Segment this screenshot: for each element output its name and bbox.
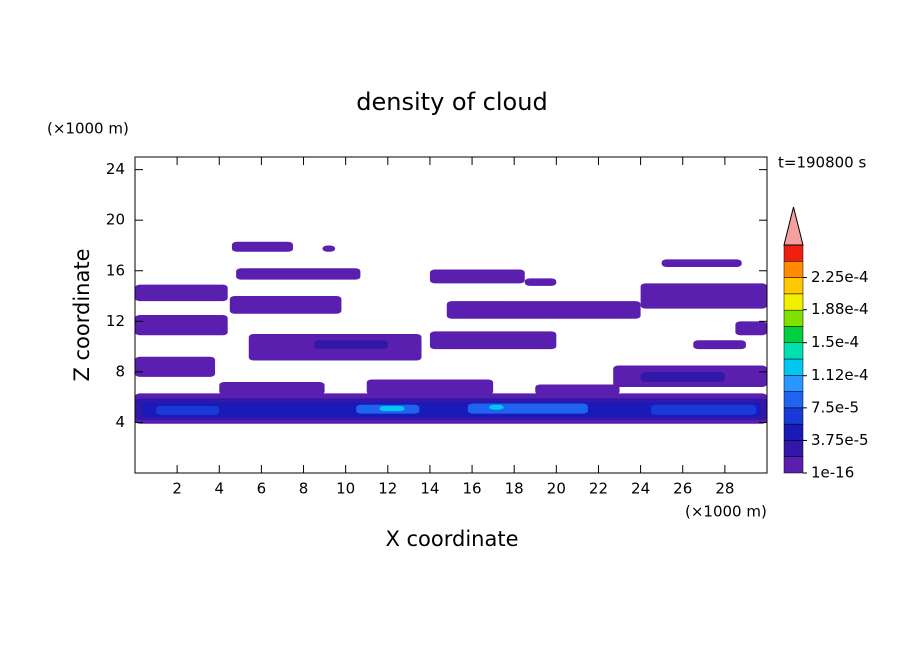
x-tick-label: 14: [420, 480, 439, 498]
chart-title: density of cloud: [356, 88, 547, 116]
x-tick-label: 22: [589, 480, 608, 498]
contour-region: [488, 404, 504, 410]
contour-region: [429, 269, 525, 284]
colorbar-band: [783, 277, 804, 295]
contour-region: [467, 403, 588, 414]
contour-region: [379, 406, 405, 412]
colorbar-over: [783, 206, 804, 246]
x-tick-label: 4: [214, 480, 224, 498]
contour-region: [640, 283, 767, 309]
contour-region: [135, 315, 228, 336]
y-tick-label: 24: [106, 160, 125, 178]
y-tick-label: 12: [106, 312, 125, 330]
colorbar-band: [783, 407, 804, 425]
colorbar-band: [783, 423, 804, 441]
contour-region: [322, 245, 336, 252]
contour-region: [661, 259, 742, 267]
x-tick-label: 20: [547, 480, 566, 498]
annotation: t=190800 s: [778, 154, 866, 172]
colorbar-band: [783, 244, 804, 262]
contour-region: [693, 340, 746, 350]
x-tick-label: 2: [172, 480, 182, 498]
colorbar-tick-label: 3.75e-5: [811, 431, 869, 449]
colorbar-band: [783, 342, 804, 360]
contour-region: [524, 278, 557, 286]
plot-frame: [134, 156, 768, 474]
colorbar-band: [783, 375, 804, 392]
contour-region: [141, 402, 761, 418]
contour-region: [366, 379, 494, 395]
contour-region: [135, 284, 228, 302]
colorbar-band: [783, 261, 804, 278]
x-unit: (×1000 m): [685, 503, 767, 521]
colorbar-band: [783, 326, 804, 343]
colorbar-tick-label: 1.88e-4: [811, 300, 869, 318]
x-tick-label: 18: [505, 480, 524, 498]
x-tick-label: 26: [673, 480, 692, 498]
colorbar-tick-label: 7.5e-5: [811, 398, 859, 416]
contour-region: [429, 331, 557, 350]
contour-region: [219, 381, 325, 395]
x-tick-label: 12: [378, 480, 397, 498]
contour-region: [156, 406, 220, 415]
x-tick-label: 24: [631, 480, 650, 498]
contour-region: [535, 384, 620, 395]
colorbar-band: [783, 391, 804, 409]
colorbar-band: [783, 309, 804, 327]
y-tick-label: 16: [106, 261, 125, 279]
colorbar-band: [783, 293, 804, 311]
y-axis-label: Z coordinate: [70, 248, 94, 381]
contour-region: [640, 371, 725, 382]
colorbar-band: [783, 440, 804, 457]
colorbar-tick-label: 1.5e-4: [811, 333, 859, 351]
y-unit: (×1000 m): [47, 120, 129, 138]
y-tick-label: 8: [115, 362, 125, 380]
x-axis-label: X coordinate: [385, 527, 518, 551]
colorbar-tick-label: 1e-16: [811, 464, 854, 482]
x-tick-label: 10: [336, 480, 355, 498]
colorbar-tick-label: 2.25e-4: [811, 268, 869, 286]
y-tick-label: 4: [115, 413, 125, 431]
colorbar-tick-label: 1.12e-4: [811, 366, 869, 384]
colorbar-band: [783, 358, 804, 376]
contour-region: [651, 404, 757, 415]
contour-region: [135, 356, 216, 377]
contour-region: [446, 301, 641, 319]
x-tick-label: 28: [715, 480, 734, 498]
contour-region: [735, 321, 767, 336]
x-tick-label: 16: [463, 480, 482, 498]
contour-region: [236, 268, 361, 280]
y-tick-label: 20: [106, 211, 125, 229]
x-tick-label: 8: [299, 480, 309, 498]
contour-region: [229, 296, 342, 314]
contour-region: [314, 340, 388, 350]
x-tick-label: 6: [257, 480, 267, 498]
colorbar-band: [783, 456, 804, 474]
contour-region: [231, 241, 293, 252]
